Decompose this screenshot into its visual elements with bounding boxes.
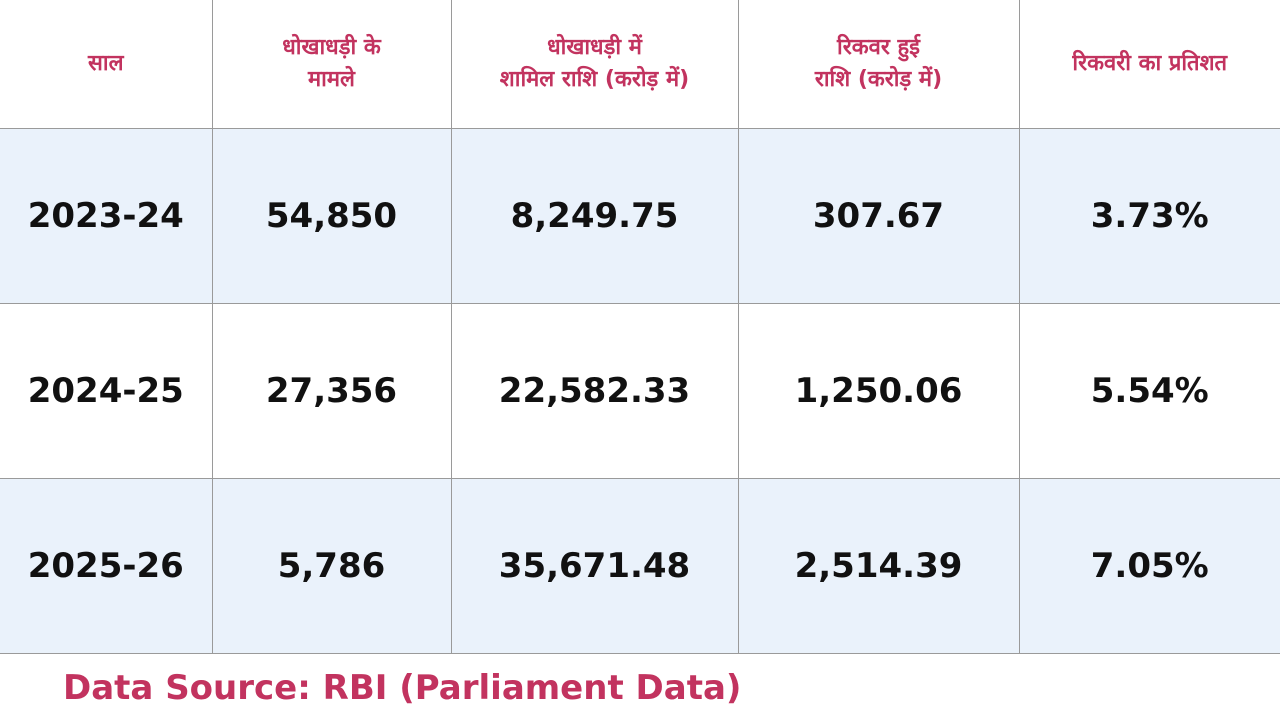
table-cell: 2025-26 <box>0 478 213 654</box>
table-row: 2024-25 27,356 22,582.33 1,250.06 5.54% <box>0 303 1280 479</box>
header-row: साल धोखाधड़ी के मामले धोखाधड़ी में शामिल राश… <box>0 0 1280 129</box>
table-cell: 3.73% <box>1018 128 1280 304</box>
header-cell: रिकवरी का प्रतिशत <box>1018 0 1280 129</box>
header-line: रिकवर हुई <box>837 35 920 60</box>
table-cell: 22,582.33 <box>450 303 739 479</box>
table-cell: 7.05% <box>1018 478 1280 654</box>
table-cell: 54,850 <box>211 128 452 304</box>
header-line: रिकवरी का प्रतिशत <box>1072 51 1228 76</box>
table-cell: 5.54% <box>1018 303 1280 479</box>
table-cell: 2024-25 <box>0 303 213 479</box>
header-line: साल <box>88 51 124 76</box>
table-cell: 35,671.48 <box>450 478 739 654</box>
header-cell: धोखाधड़ी के मामले <box>211 0 452 129</box>
table-cell: 5,786 <box>211 478 452 654</box>
table-cell: 1,250.06 <box>737 303 1020 479</box>
header-line: राशि (करोड़ में) <box>814 67 943 92</box>
table-cell: 27,356 <box>211 303 452 479</box>
header-cell: साल <box>0 0 213 129</box>
table-cell: 2,514.39 <box>737 478 1020 654</box>
data-table: साल धोखाधड़ी के मामले धोखाधड़ी में शामिल राश… <box>0 0 1280 654</box>
header-cell: धोखाधड़ी में शामिल राशि (करोड़ में) <box>450 0 739 129</box>
header-cell: रिकवर हुई राशि (करोड़ में) <box>737 0 1020 129</box>
table-cell: 2023-24 <box>0 128 213 304</box>
table-body: 2023-24 54,850 8,249.75 307.67 3.73% 2024-25 2… <box>0 128 1280 654</box>
header-line: धोखाधड़ी में <box>547 35 642 60</box>
table-cell: 307.67 <box>737 128 1020 304</box>
table-row: 2023-24 54,850 8,249.75 307.67 3.73% <box>0 128 1280 304</box>
source-note: Data Source: RBI (Parliament Data) <box>63 668 742 708</box>
table-cell: 8,249.75 <box>450 128 739 304</box>
table-row: 2025-26 5,786 35,671.48 2,514.39 7.05% <box>0 478 1280 654</box>
header-line: धोखाधड़ी के <box>282 35 381 60</box>
header-line: शामिल राशि (करोड़ में) <box>499 67 690 92</box>
header-line: मामले <box>308 67 355 92</box>
